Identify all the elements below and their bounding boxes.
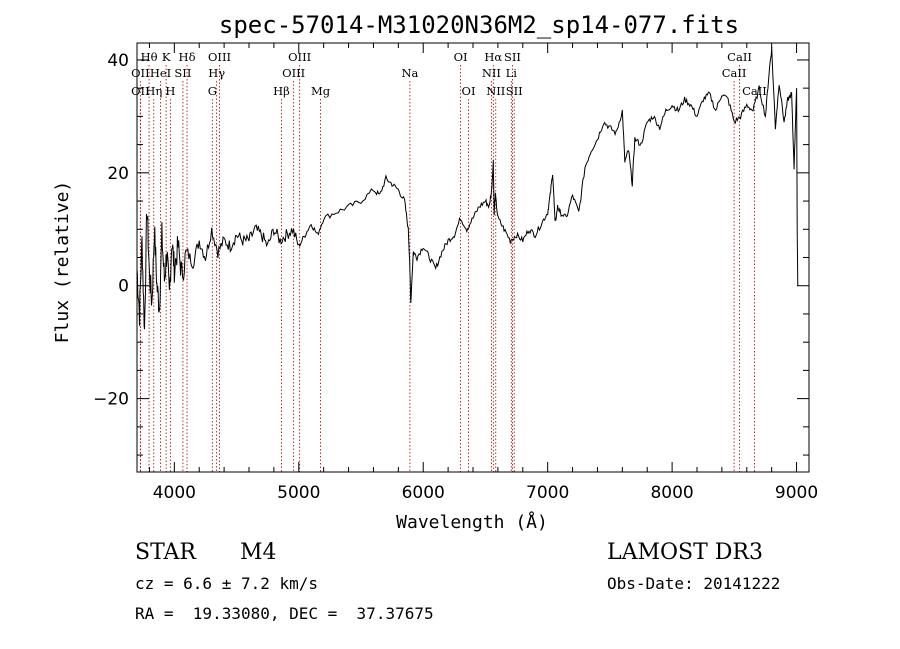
coordinates-text: RA = 19.33080, DEC = 37.37675 bbox=[135, 604, 434, 623]
survey-name: LAMOST DR3 bbox=[607, 540, 763, 565]
spectral-line-label-14: Hβ bbox=[273, 84, 290, 98]
plot-area bbox=[136, 47, 799, 330]
chart-title: spec-57014-M31020N36M2_sp14-077.fits bbox=[219, 11, 739, 39]
spectral-line-label-26: CaII bbox=[722, 66, 747, 80]
x-tick-label-5000: 5000 bbox=[277, 483, 320, 503]
spectral-line-label-12: OIII bbox=[288, 50, 311, 64]
spectral-line-label-8: Hδ bbox=[179, 50, 196, 64]
spectral-line-label-23: Li bbox=[506, 66, 518, 80]
spectral-line-label-20: NII bbox=[482, 66, 501, 80]
spectral-line-label-24: SII bbox=[506, 84, 523, 98]
spectral-line-label-1: OII bbox=[131, 66, 150, 80]
y-tick-label-0: 0 bbox=[118, 277, 129, 297]
spectral-line-label-17: OI bbox=[454, 50, 468, 64]
spectral-line-label-5: HeI bbox=[150, 66, 171, 80]
spectral-line-label-4: K bbox=[162, 50, 171, 64]
spectral-line-label-11: G bbox=[208, 84, 217, 98]
object-subclass: M4 bbox=[240, 540, 277, 565]
spectral-line-label-7: H bbox=[165, 84, 175, 98]
spectral-line-label-10: Hγ bbox=[208, 66, 225, 80]
spectral-line-label-6: SII bbox=[174, 66, 191, 80]
spectral-line-label-13: OIII bbox=[282, 66, 305, 80]
plot-frame bbox=[136, 42, 810, 473]
flux-series-line bbox=[136, 47, 799, 330]
spectral-line-label-2: OII bbox=[131, 84, 150, 98]
spectral-line-label-3: Hη bbox=[145, 84, 162, 98]
spectral-line-label-9: OIII bbox=[208, 50, 231, 64]
obs-date: Obs-Date: 20141222 bbox=[607, 574, 781, 593]
spectral-line-label-21: NII bbox=[486, 84, 505, 98]
spectral-line-label-15: Mg bbox=[311, 84, 331, 98]
object-class: STAR bbox=[135, 540, 196, 565]
spectral-line-label-0: Hθ bbox=[141, 50, 158, 64]
y-tick-label-20: 20 bbox=[107, 164, 129, 184]
redshift-text: cz = 6.6 ± 7.2 km/s bbox=[135, 574, 319, 593]
y-tick-label-40: 40 bbox=[107, 51, 129, 71]
axes: 4000 5000 6000 7000 8000 9000 −20 0 20 40 bbox=[93, 42, 818, 503]
x-tick-label-6000: 6000 bbox=[402, 483, 445, 503]
x-axis-label: Wavelength (Å) bbox=[396, 511, 548, 533]
x-tick-label-4000: 4000 bbox=[153, 483, 196, 503]
spectral-line-label-18: OI bbox=[462, 84, 476, 98]
spectral-line-label-27: CaII bbox=[742, 84, 767, 98]
x-tick-label-7000: 7000 bbox=[526, 483, 569, 503]
x-tick-label-9000: 9000 bbox=[775, 483, 818, 503]
spectral-line-label-25: CaII bbox=[727, 50, 752, 64]
spectral-line-label-22: SII bbox=[504, 50, 521, 64]
spectral-line-label-16: Na bbox=[401, 66, 418, 80]
y-axis-label: Flux (relative) bbox=[52, 181, 73, 344]
y-tick-label--20: −20 bbox=[93, 390, 129, 410]
x-tick-label-8000: 8000 bbox=[650, 483, 693, 503]
spectral-line-label-19: Hα bbox=[484, 50, 502, 64]
